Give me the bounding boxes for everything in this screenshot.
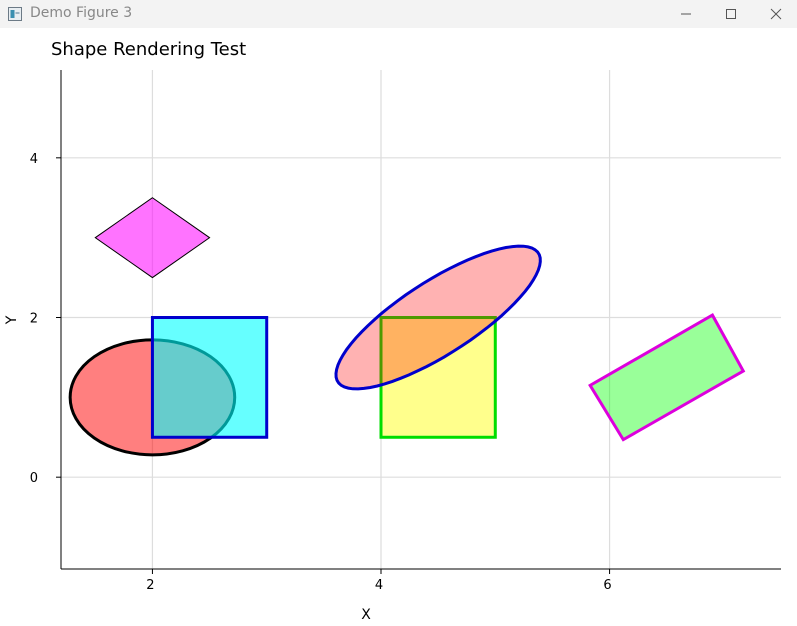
y-tick-label: 2 <box>30 312 38 327</box>
close-button[interactable] <box>753 0 797 28</box>
title-bar[interactable]: Demo Figure 3 <box>0 0 797 28</box>
plot-canvas[interactable]: Shape Rendering Test 2 4 6 0 2 4 X Y <box>0 28 797 626</box>
minimize-icon <box>681 13 691 15</box>
ellipse-shape <box>334 244 542 391</box>
x-tick-label: 4 <box>375 578 383 593</box>
diamond-shape <box>94 197 211 279</box>
y-tick-label: 4 <box>30 152 38 167</box>
maximize-button[interactable] <box>708 0 754 28</box>
x-axis-label: X <box>361 607 371 623</box>
minimize-button[interactable] <box>663 0 709 28</box>
y-axis-label: Y <box>4 315 20 325</box>
shapes-layer <box>68 197 746 457</box>
x-tick-label: 2 <box>146 578 154 593</box>
figure-window-icon <box>8 7 22 21</box>
ticks: 2 4 6 0 2 4 <box>30 152 612 593</box>
rotated-rectangle-shape <box>588 313 746 442</box>
axes <box>60 70 781 570</box>
window-title: Demo Figure 3 <box>30 5 133 21</box>
y-tick-label: 0 <box>30 471 38 486</box>
x-tick-label: 6 <box>603 578 611 593</box>
close-icon <box>770 8 782 20</box>
chart-title: Shape Rendering Test <box>51 39 246 60</box>
rectangle-shape <box>150 316 269 439</box>
maximize-icon <box>726 9 736 19</box>
